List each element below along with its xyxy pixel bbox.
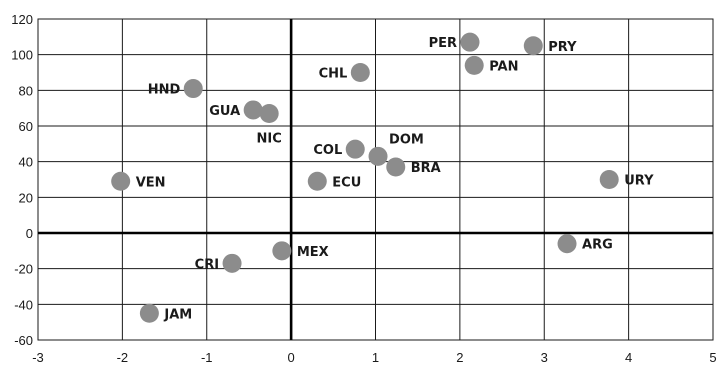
data-point — [464, 55, 484, 75]
data-point — [259, 104, 279, 124]
data-point — [386, 157, 406, 177]
point-label: COL — [313, 143, 342, 158]
x-tick-label: 5 — [709, 350, 716, 365]
y-tick-label: -60 — [14, 333, 33, 348]
x-tick-label: 3 — [541, 350, 548, 365]
x-tick-label: 2 — [456, 350, 463, 365]
y-tick-label: 60 — [19, 119, 33, 134]
point-label: ECU — [332, 175, 361, 190]
point-label: VEN — [136, 175, 166, 190]
point-label: NIC — [257, 132, 282, 147]
y-tick-label: 20 — [19, 190, 33, 205]
data-point — [272, 241, 292, 261]
data-point — [557, 234, 577, 254]
data-point — [460, 32, 480, 52]
point-label: CRI — [195, 257, 219, 272]
point-labels: PER PRY PAN CHL HND GUA NIC COL DOM BRA VEN ECU URY A… — [136, 36, 654, 322]
x-tick-label: -1 — [201, 350, 213, 365]
x-tick-label: 1 — [372, 350, 379, 365]
x-tick-label: -3 — [32, 350, 44, 365]
x-tick-label: 4 — [625, 350, 632, 365]
y-tick-label: 120 — [11, 12, 33, 27]
y-tick-label: -20 — [14, 262, 33, 277]
data-point — [599, 170, 619, 189]
y-tick-label: 80 — [19, 83, 33, 98]
point-label: MEX — [297, 245, 329, 260]
point-label: BRA — [411, 161, 441, 176]
data-point — [523, 36, 543, 56]
point-label: JAM — [163, 307, 192, 322]
data-point — [307, 171, 327, 191]
point-label: PER — [429, 36, 457, 51]
point-label: HND — [148, 83, 181, 98]
data-point — [350, 63, 370, 82]
y-tick-label: -40 — [14, 297, 33, 312]
data-point — [368, 146, 388, 166]
point-label: CHL — [319, 67, 348, 82]
data-points — [111, 32, 619, 323]
point-label: PRY — [548, 40, 577, 55]
zero-axes — [38, 19, 713, 340]
point-label: GUA — [209, 104, 240, 119]
y-tick-label: 100 — [11, 48, 33, 63]
x-tick-label: 0 — [288, 350, 295, 365]
y-tick-label: 0 — [26, 226, 33, 241]
data-point — [345, 139, 365, 159]
y-tick-label: 40 — [19, 155, 33, 170]
point-label: URY — [624, 174, 654, 189]
data-point — [111, 171, 131, 191]
data-point — [222, 253, 242, 273]
point-label: DOM — [389, 132, 424, 147]
point-label: ARG — [582, 238, 613, 253]
data-point — [243, 100, 263, 120]
tick-labels: -3 -2 -1 0 1 2 3 4 5 -60 -40 -20 0 20 40 60 80 100 120 — [11, 12, 716, 365]
data-point — [183, 79, 203, 99]
x-tick-label: -2 — [117, 350, 129, 365]
data-point — [139, 303, 159, 323]
point-label: PAN — [489, 59, 518, 74]
